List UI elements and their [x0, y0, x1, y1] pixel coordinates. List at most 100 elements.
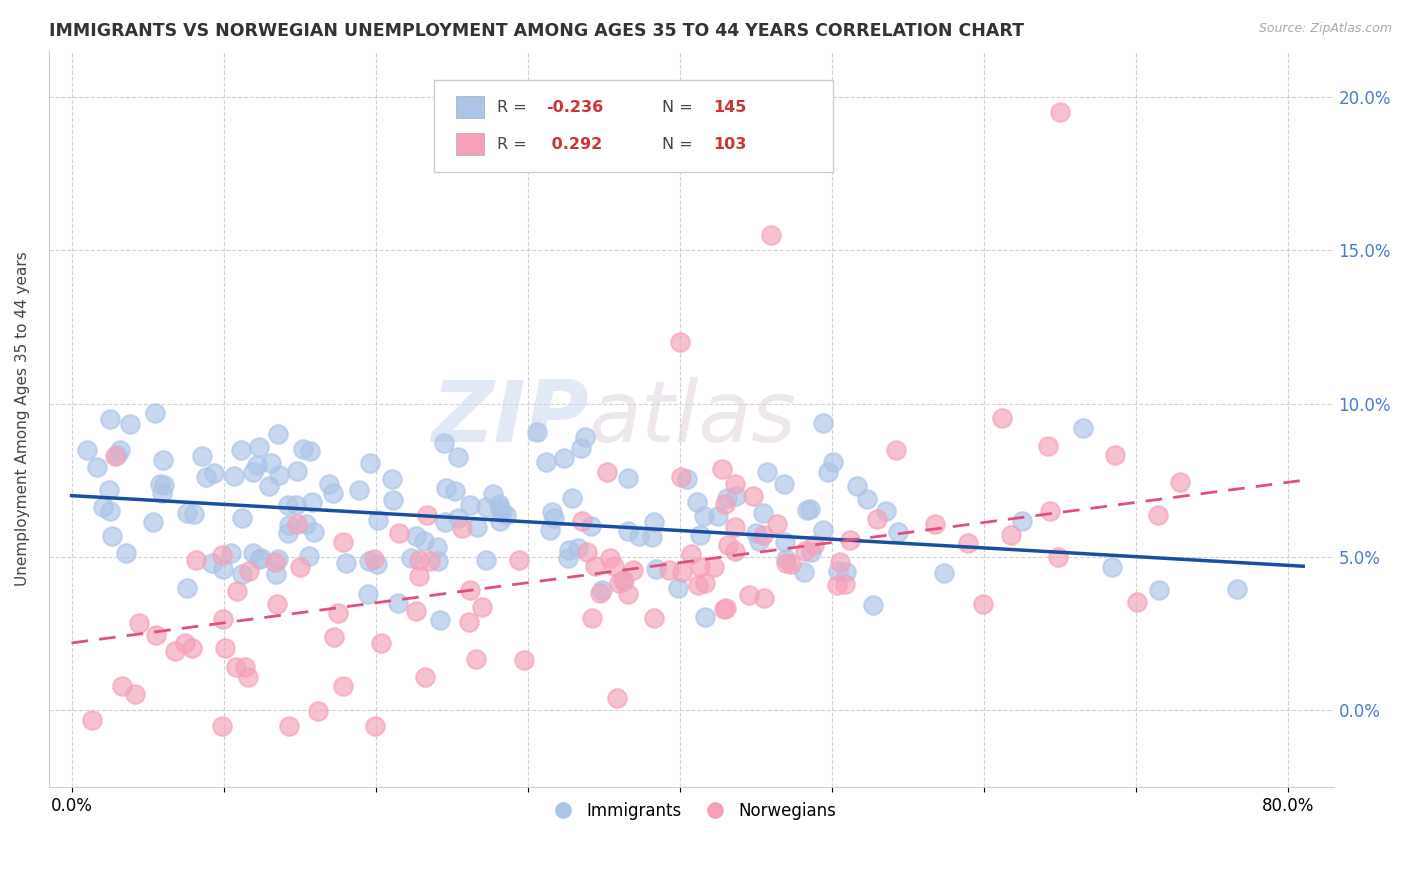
Point — [444, 483, 467, 498]
Point — [543, 510, 565, 524]
Point — [474, 553, 496, 567]
Text: 0.292: 0.292 — [546, 136, 602, 152]
Point — [105, 448, 128, 462]
Point — [260, 456, 283, 470]
Point — [100, 504, 122, 518]
Point — [405, 529, 427, 543]
Point — [668, 335, 690, 350]
Point — [780, 557, 803, 571]
Point — [534, 455, 557, 469]
Point — [211, 548, 233, 562]
Text: -0.236: -0.236 — [546, 100, 603, 115]
Point — [838, 533, 860, 547]
Point — [242, 546, 264, 560]
Point — [612, 574, 634, 588]
Point — [191, 449, 214, 463]
Point — [433, 515, 456, 529]
Point — [323, 630, 346, 644]
Point — [225, 660, 247, 674]
Point — [264, 566, 287, 581]
Point — [165, 644, 187, 658]
Point — [689, 527, 711, 541]
Point — [643, 610, 665, 624]
Point — [707, 508, 730, 523]
Y-axis label: Unemployment Among Ages 35 to 44 years: Unemployment Among Ages 35 to 44 years — [15, 252, 30, 586]
Point — [246, 458, 269, 472]
Point — [495, 508, 517, 523]
Point — [862, 598, 884, 612]
Point — [725, 489, 748, 503]
Point — [972, 597, 994, 611]
Point — [748, 533, 770, 548]
Point — [211, 719, 233, 733]
Point — [800, 545, 823, 559]
Point — [225, 583, 247, 598]
Point — [488, 497, 510, 511]
Point — [755, 465, 778, 479]
Point — [569, 442, 592, 456]
Point — [599, 550, 621, 565]
Point — [318, 477, 340, 491]
Point — [250, 551, 273, 566]
Point — [866, 511, 889, 525]
Point — [295, 517, 318, 532]
Point — [465, 652, 488, 666]
Point — [526, 425, 548, 439]
Point — [347, 483, 370, 497]
Point — [284, 498, 307, 512]
Point — [257, 479, 280, 493]
Text: 103: 103 — [713, 136, 747, 152]
Point — [823, 455, 845, 469]
Point — [238, 669, 260, 683]
Point — [277, 525, 299, 540]
Text: R =: R = — [498, 100, 531, 115]
Point — [419, 554, 441, 568]
Point — [277, 518, 299, 533]
Point — [645, 562, 668, 576]
Point — [924, 517, 946, 532]
Point — [621, 563, 644, 577]
Point — [751, 528, 773, 542]
Point — [540, 505, 562, 519]
Point — [693, 610, 716, 624]
Point — [773, 535, 796, 549]
Point — [828, 556, 851, 570]
Point — [579, 518, 602, 533]
Point — [416, 508, 439, 522]
Point — [825, 578, 848, 592]
Point — [856, 492, 879, 507]
Point — [775, 557, 797, 571]
Point — [884, 443, 907, 458]
Point — [149, 476, 172, 491]
Point — [247, 440, 270, 454]
Point — [124, 687, 146, 701]
Point — [328, 606, 350, 620]
Point — [576, 545, 599, 559]
Point — [471, 600, 494, 615]
Point — [714, 600, 737, 615]
Point — [834, 577, 856, 591]
Point — [887, 524, 910, 539]
Point — [301, 495, 323, 509]
Point — [553, 450, 575, 465]
Point — [382, 492, 405, 507]
Point — [298, 443, 321, 458]
Point — [408, 553, 430, 567]
Point — [194, 470, 217, 484]
Point — [335, 557, 357, 571]
Point — [412, 534, 434, 549]
Point — [145, 628, 167, 642]
Point — [558, 543, 581, 558]
Point — [482, 486, 505, 500]
Point — [91, 500, 114, 514]
Point — [202, 466, 225, 480]
Text: atlas: atlas — [588, 377, 796, 460]
Point — [429, 613, 451, 627]
Point — [508, 553, 530, 567]
Point — [538, 523, 561, 537]
Point — [957, 536, 980, 550]
Point — [290, 560, 312, 574]
Point — [671, 566, 693, 580]
Point — [561, 491, 583, 505]
Point — [703, 560, 725, 574]
